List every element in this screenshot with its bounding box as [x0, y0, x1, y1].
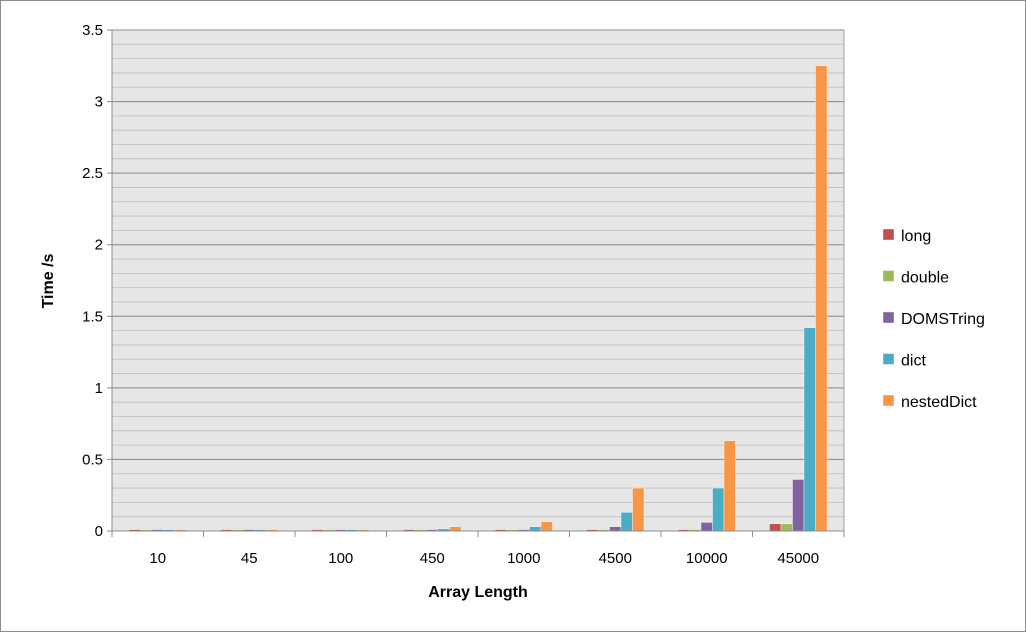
bar-DOMSTring-10000 [701, 522, 713, 531]
legend: long double DOMSTring dict nestedDict [883, 228, 985, 411]
y-tick-label: 0 [95, 523, 103, 540]
y-tick-label: 3 [95, 94, 103, 111]
bar-nestedDict-450 [450, 527, 462, 531]
y-tick-label: 2.5 [82, 165, 103, 182]
bar-dict-4500 [621, 512, 633, 531]
bar-dict-10000 [713, 488, 725, 531]
y-tick-label: 0.5 [82, 451, 103, 468]
legend-label-long: long [901, 228, 931, 245]
y-tick-label: 2 [95, 237, 103, 254]
x-tick-labels: 10 45 100 450 1000 4500 10000 45000 [112, 531, 844, 567]
bar-DOMSTring-45000 [793, 479, 805, 531]
x-tick-label: 45000 [777, 550, 819, 567]
legend-label-double: double [901, 270, 949, 287]
x-axis-title: Array Length [428, 584, 528, 601]
x-tick-label: 100 [328, 550, 353, 567]
bar-nestedDict-1000 [541, 522, 553, 531]
bar-dict-45000 [804, 328, 816, 531]
legend-swatch-nestedDict [883, 395, 894, 406]
legend-label-dict: dict [901, 353, 926, 370]
legend-swatch-double [883, 271, 894, 282]
x-tick-label: 4500 [599, 550, 632, 567]
bar-dict-1000 [530, 527, 542, 531]
y-tick-label: 1 [95, 380, 103, 397]
legend-label-nestedDict: nestedDict [901, 394, 977, 411]
y-tick-label: 3.5 [82, 22, 103, 39]
legend-label-DOMSTring: DOMSTring [901, 311, 985, 328]
x-tick-label: 10000 [686, 550, 728, 567]
y-tick-labels: 0 0.5 1 1.5 2 2.5 3 3.5 [82, 22, 112, 540]
legend-swatch-dict [883, 354, 894, 365]
x-tick-label: 45 [241, 550, 258, 567]
legend-swatch-DOMSTring [883, 312, 894, 323]
bar-double-45000 [781, 524, 793, 531]
bar-nestedDict-45000 [816, 66, 828, 531]
bar-nestedDict-4500 [633, 488, 645, 531]
bar-DOMSTring-4500 [610, 527, 622, 531]
bar-long-45000 [770, 524, 782, 531]
bar-nestedDict-10000 [724, 441, 736, 531]
x-tick-label: 1000 [507, 550, 540, 567]
x-tick-label: 450 [420, 550, 445, 567]
x-tick-label: 10 [149, 550, 166, 567]
y-tick-label: 1.5 [82, 308, 103, 325]
y-axis-title: Time /s [40, 253, 57, 308]
legend-swatch-long [883, 229, 894, 240]
